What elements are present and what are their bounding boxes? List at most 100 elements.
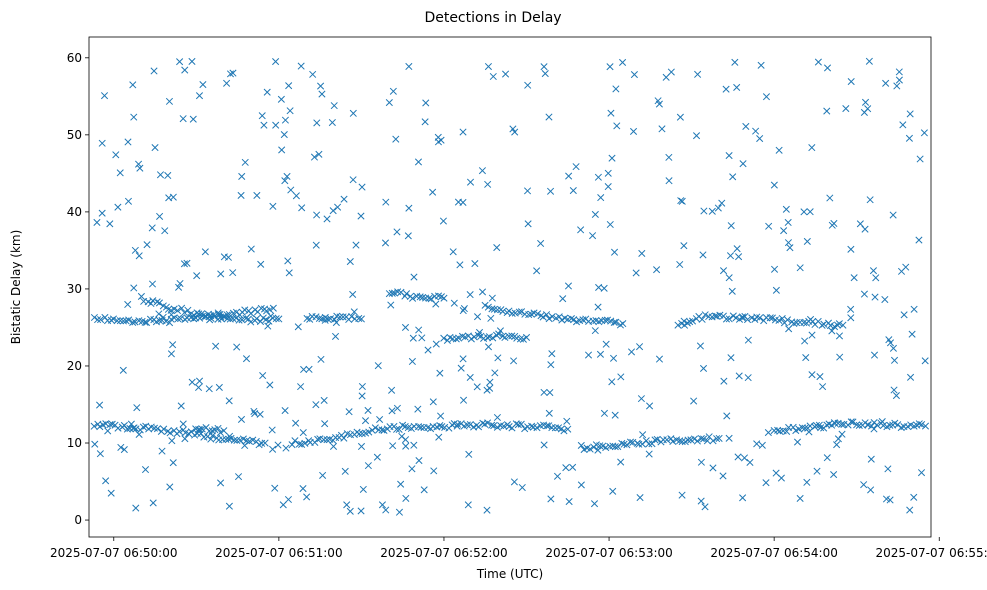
clutter-point (284, 257, 292, 265)
clutter-point (312, 401, 320, 409)
clutter-point (609, 354, 618, 362)
x-tick-label: 2025-07-07 06:55:00 (876, 546, 987, 560)
clutter-point (720, 377, 728, 385)
clutter-point (609, 487, 617, 495)
clutter-point (865, 57, 873, 65)
clutter-point (329, 442, 338, 450)
clutter-point (676, 113, 684, 121)
clutter-point (167, 311, 175, 319)
track-point (166, 429, 174, 437)
clutter-point (358, 183, 366, 191)
track-point (177, 315, 185, 323)
track-point (623, 441, 631, 449)
clutter-point (823, 454, 831, 462)
clutter-point (150, 67, 158, 75)
track-point (357, 315, 365, 323)
track-point (96, 423, 104, 431)
clutter-point (381, 239, 390, 247)
track-point (514, 421, 522, 429)
track-point (323, 436, 331, 444)
clutter-point (816, 373, 824, 381)
clutter-point (547, 361, 555, 369)
track-point (515, 308, 523, 316)
clutter-point (436, 369, 444, 377)
clutter-point (281, 177, 289, 185)
clutter-point (189, 115, 197, 123)
track-point (232, 314, 240, 322)
clutter-point (358, 392, 366, 400)
track-point (180, 309, 188, 317)
clutter-point (281, 116, 289, 124)
track-point (256, 317, 265, 326)
clutter-point (260, 121, 268, 129)
clutter-point (309, 70, 317, 78)
track-point (458, 332, 467, 340)
clutter-point (233, 343, 241, 351)
track-point (97, 316, 105, 324)
track-point (488, 421, 496, 429)
clutter-point (294, 323, 302, 331)
clutter-point (141, 466, 150, 474)
track-point (614, 443, 622, 451)
clutter-point (155, 310, 163, 318)
clutter-point (847, 305, 855, 313)
clutter-point (850, 274, 858, 282)
track-point (340, 434, 348, 442)
track-point (835, 320, 843, 328)
track-point (436, 421, 444, 430)
track-point (499, 332, 507, 340)
track-point (224, 314, 232, 322)
track-point (232, 308, 240, 316)
track-point (243, 437, 251, 445)
clutter-point (655, 355, 664, 363)
track-point (548, 313, 556, 321)
track-point (141, 318, 149, 326)
clutter-point (786, 244, 794, 252)
clutter-point (430, 467, 438, 475)
track-point (107, 316, 115, 324)
track-point (555, 313, 563, 321)
clutter-point (510, 478, 518, 486)
clutter-point (483, 386, 491, 394)
track-point (269, 304, 277, 312)
clutter-point (465, 450, 473, 458)
track-point (778, 314, 786, 323)
track-point (288, 441, 296, 449)
clutter-point (93, 218, 101, 227)
track-point (205, 427, 213, 435)
clutter-point (437, 136, 445, 144)
clutter-point (104, 427, 112, 435)
track-point (490, 422, 498, 430)
clutter-point (143, 241, 151, 249)
clutter-point (617, 373, 625, 381)
clutter-point (545, 113, 553, 121)
clutter-point (267, 312, 275, 320)
clutter-point (259, 372, 267, 380)
clutter-point (223, 79, 231, 87)
clutter-point (842, 105, 850, 113)
clutter-point (357, 507, 365, 515)
track-point (918, 420, 926, 429)
track-point (800, 319, 808, 327)
clutter-point (241, 441, 249, 450)
clutter-point (819, 383, 827, 391)
clutter-point (606, 63, 614, 71)
clutter-point (361, 417, 370, 425)
track-point (688, 317, 697, 325)
clutter-point (280, 131, 288, 139)
track-point (238, 316, 246, 324)
track-point (839, 321, 847, 329)
clutter-point (405, 62, 413, 71)
x-tick-label: 2025-07-07 06:54:00 (710, 546, 837, 560)
clutter-point (388, 407, 396, 415)
track-point (669, 437, 677, 446)
track-point (626, 438, 635, 446)
clutter-point (545, 409, 553, 417)
track-point (838, 420, 846, 428)
clutter-point (299, 485, 307, 493)
clutter-point (285, 82, 293, 90)
clutter-point (268, 426, 276, 434)
clutter-point (331, 332, 340, 340)
clutter-point (638, 249, 646, 258)
track-point (216, 428, 224, 437)
